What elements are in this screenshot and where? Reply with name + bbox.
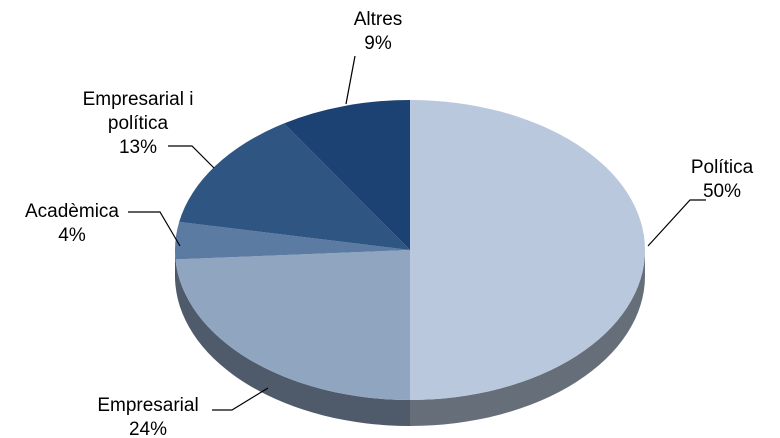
slice xyxy=(284,100,410,250)
slice xyxy=(179,123,410,250)
slice-label: Altres 9% xyxy=(333,8,423,56)
slice-side xyxy=(175,259,410,427)
leader-line xyxy=(168,145,215,169)
value-label: 9% xyxy=(364,33,392,54)
value-label: 4% xyxy=(58,225,86,246)
slice-label: Empresarial 24% xyxy=(78,394,218,438)
value-label: 24% xyxy=(128,419,168,438)
category-label: Empresarial i política xyxy=(82,89,194,134)
slice-side xyxy=(410,250,645,426)
slice xyxy=(175,250,410,400)
category-label: Altres xyxy=(353,9,403,30)
category-label: Política xyxy=(690,157,754,178)
slice-label: Política 50% xyxy=(662,156,780,204)
slice xyxy=(175,221,410,260)
leader-line xyxy=(128,211,181,247)
leader-line xyxy=(345,55,356,105)
leader-line xyxy=(647,199,706,247)
leader-line xyxy=(212,387,269,411)
value-label: 50% xyxy=(702,181,742,202)
slice-label: Empresarial i política 13% xyxy=(63,88,213,160)
slice xyxy=(410,100,645,400)
value-label: 13% xyxy=(118,137,158,158)
category-label: Acadèmica xyxy=(25,201,119,222)
category-label: Empresarial xyxy=(97,395,199,416)
slice-label: Acadèmica 4% xyxy=(12,200,132,248)
